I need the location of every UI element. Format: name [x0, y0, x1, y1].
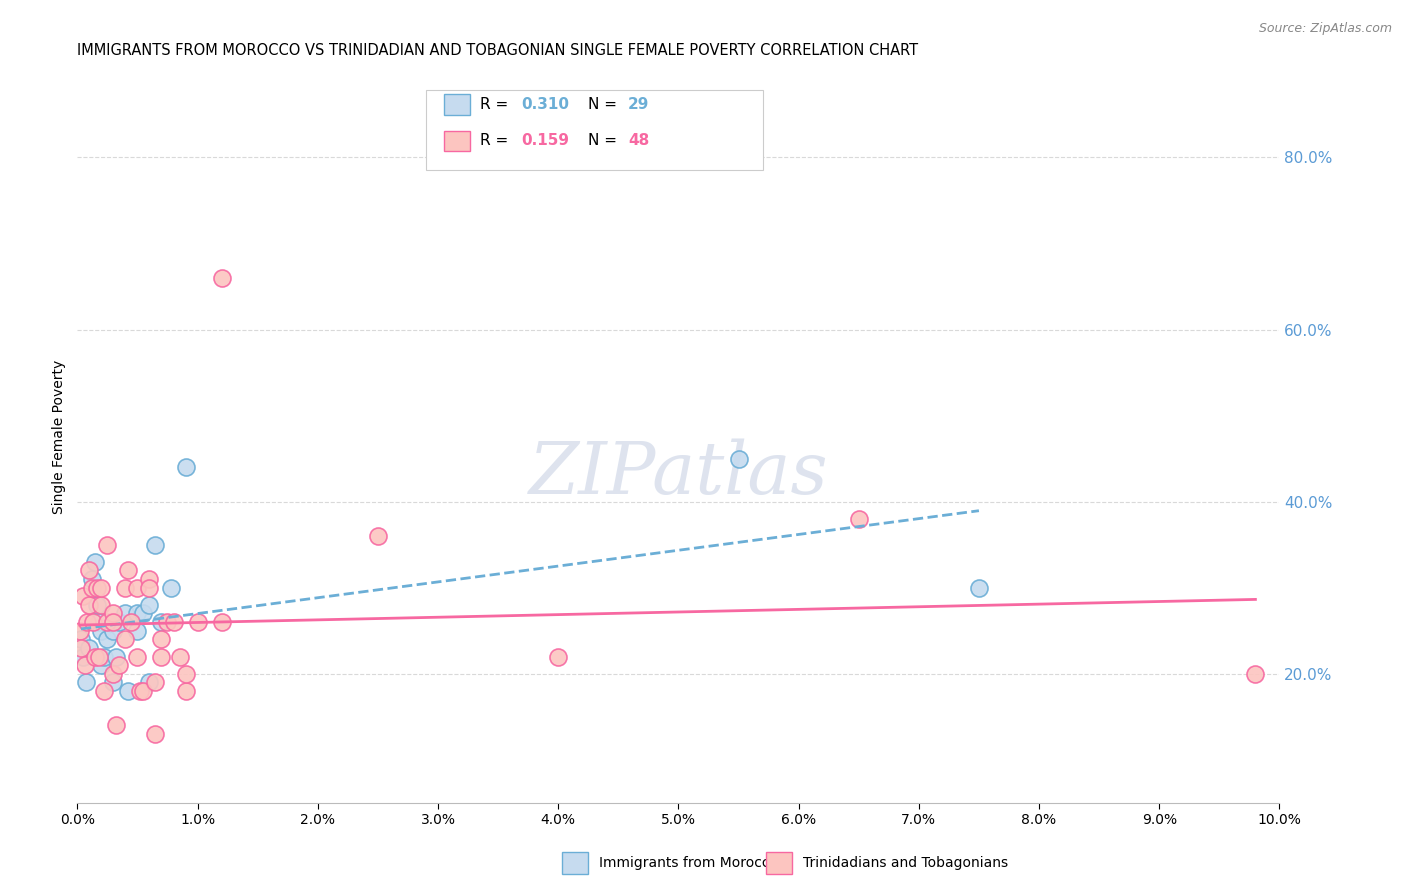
- Point: [127, 624, 149, 638]
- Point: [127, 607, 149, 621]
- Point: [103, 607, 125, 621]
- Point: [145, 538, 167, 552]
- Point: [132, 607, 155, 621]
- Point: [145, 727, 167, 741]
- Text: R =: R =: [479, 133, 513, 148]
- FancyBboxPatch shape: [444, 94, 471, 114]
- Point: [70, 640, 93, 655]
- Text: Source: ZipAtlas.com: Source: ZipAtlas.com: [1258, 22, 1392, 36]
- Text: Trinidadians and Tobagonians: Trinidadians and Tobagonians: [803, 856, 1008, 871]
- Point: [104, 649, 127, 664]
- Point: [174, 684, 197, 698]
- Point: [150, 649, 173, 664]
- Point: [75, 675, 97, 690]
- Text: 0.310: 0.310: [520, 96, 569, 112]
- Text: 29: 29: [628, 96, 650, 112]
- Point: [967, 581, 990, 595]
- Point: [86, 581, 108, 595]
- Y-axis label: Single Female Poverty: Single Female Poverty: [52, 360, 66, 514]
- Point: [138, 598, 160, 612]
- Point: [93, 649, 115, 664]
- Point: [127, 581, 149, 595]
- Point: [128, 684, 150, 698]
- Text: IMMIGRANTS FROM MOROCCO VS TRINIDADIAN AND TOBAGONIAN SINGLE FEMALE POVERTY CORR: IMMIGRANTS FROM MOROCCO VS TRINIDADIAN A…: [77, 43, 918, 58]
- Point: [86, 598, 108, 612]
- Point: [79, 564, 101, 578]
- Point: [96, 632, 118, 647]
- Point: [127, 649, 149, 664]
- FancyBboxPatch shape: [444, 130, 471, 151]
- Point: [145, 675, 167, 690]
- Point: [114, 632, 136, 647]
- Point: [104, 718, 127, 732]
- Point: [80, 572, 103, 586]
- Point: [90, 581, 112, 595]
- Point: [169, 649, 191, 664]
- Point: [76, 615, 98, 629]
- Point: [103, 666, 125, 681]
- Point: [367, 529, 389, 543]
- Point: [72, 649, 94, 664]
- Point: [108, 615, 131, 629]
- Point: [150, 615, 173, 629]
- Point: [156, 615, 179, 629]
- Point: [87, 615, 110, 629]
- Point: [150, 632, 173, 647]
- Text: N =: N =: [588, 133, 621, 148]
- Point: [84, 649, 107, 664]
- Point: [70, 632, 93, 647]
- Point: [727, 451, 749, 466]
- Point: [211, 271, 233, 285]
- Point: [848, 512, 870, 526]
- Point: [138, 581, 160, 595]
- Point: [79, 598, 101, 612]
- Point: [138, 572, 160, 586]
- Point: [138, 675, 160, 690]
- Text: 48: 48: [628, 133, 650, 148]
- Point: [90, 624, 112, 638]
- Point: [120, 615, 142, 629]
- Text: N =: N =: [588, 96, 621, 112]
- FancyBboxPatch shape: [426, 90, 762, 170]
- Point: [1244, 666, 1267, 681]
- Point: [103, 615, 125, 629]
- Point: [87, 649, 110, 664]
- Point: [69, 624, 91, 638]
- Text: ZIPatlas: ZIPatlas: [529, 438, 828, 509]
- Text: Immigrants from Morocco: Immigrants from Morocco: [599, 856, 778, 871]
- Point: [84, 555, 107, 569]
- Point: [93, 684, 115, 698]
- Point: [117, 564, 139, 578]
- Point: [103, 675, 125, 690]
- Point: [73, 658, 96, 673]
- Point: [174, 666, 197, 681]
- Point: [108, 658, 131, 673]
- Point: [96, 538, 118, 552]
- Point: [162, 615, 184, 629]
- Point: [187, 615, 209, 629]
- Point: [547, 649, 569, 664]
- Point: [72, 589, 94, 603]
- Point: [90, 598, 112, 612]
- Point: [80, 581, 103, 595]
- Point: [79, 640, 101, 655]
- Point: [117, 684, 139, 698]
- Point: [96, 615, 118, 629]
- Text: 0.159: 0.159: [520, 133, 569, 148]
- Point: [132, 684, 155, 698]
- Point: [103, 624, 125, 638]
- Text: R =: R =: [479, 96, 513, 112]
- Point: [114, 581, 136, 595]
- Point: [174, 460, 197, 475]
- Point: [82, 615, 104, 629]
- Point: [211, 615, 233, 629]
- Point: [160, 581, 183, 595]
- Point: [90, 658, 112, 673]
- Point: [114, 607, 136, 621]
